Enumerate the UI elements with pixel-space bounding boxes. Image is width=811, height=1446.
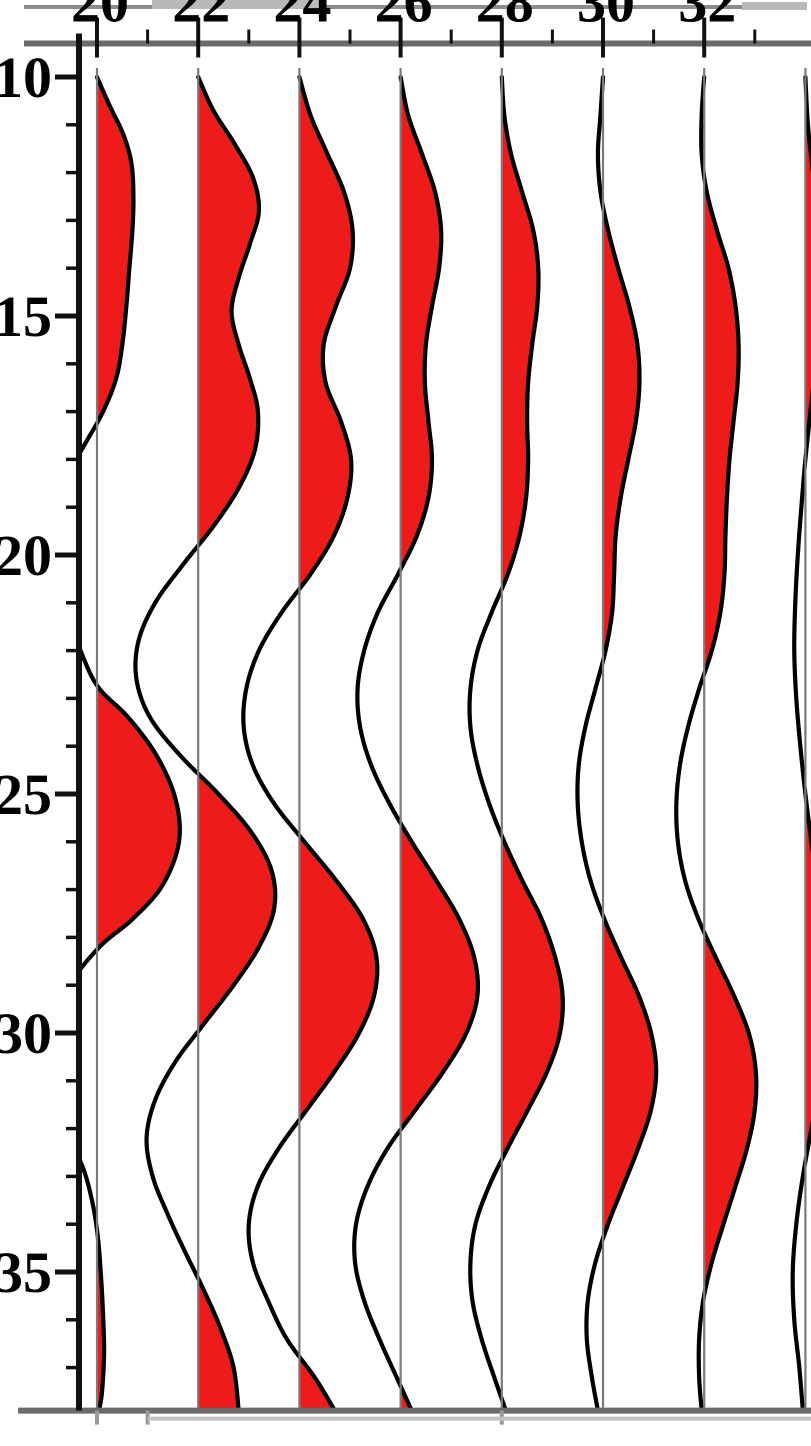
- trace-fill-trace-28-lobe-1: [501, 837, 563, 1160]
- trace-fill-trace-32-lobe-1: [704, 933, 757, 1295]
- trace-fill-trace-20-lobe-1: [97, 686, 180, 951]
- trace-fill-trace-20-lobe-0: [97, 78, 134, 423]
- y-tick-label-25: 25: [0, 762, 52, 827]
- trace-fill-trace-24-lobe-1: [299, 836, 378, 1120]
- chrome-rule: [24, 5, 807, 9]
- trace-line-trace-24: [241, 74, 380, 1413]
- trace-fill-trace-32-lobe-0: [704, 179, 739, 674]
- x-tick-label-32: 32: [678, 0, 736, 35]
- chrome-block-0: [152, 0, 232, 9]
- trace-fill-trace-22-lobe-0: [198, 78, 259, 546]
- trace-baselines: [95, 68, 807, 1411]
- trace-line-trace-28: [467, 74, 565, 1413]
- trace-fill-trace-26-lobe-1: [400, 825, 478, 1130]
- trace-group: [79, 74, 811, 1413]
- y-tick-label-15: 15: [0, 284, 52, 349]
- trace-line-trace-34: [790, 74, 811, 1413]
- trace-fill-trace-22-lobe-2: [198, 1280, 239, 1411]
- trace-fill-trace-34-lobe-0: [805, 85, 811, 457]
- trace-fill-trace-30-lobe-0: [603, 208, 640, 660]
- trace-fill-trace-34-lobe-1: [805, 797, 811, 1161]
- chrome-block-2: [742, 2, 807, 10]
- trace-fill-trace-28-lobe-0: [501, 84, 539, 589]
- tick-label-group: 20 22 24 26 28 30 32 10 15 20 25 30 35: [0, 0, 736, 1305]
- y-tick-label-30: 30: [0, 1001, 52, 1066]
- window-chrome-strip: [24, 0, 807, 10]
- y-tick-label-10: 10: [0, 45, 52, 110]
- trace-line-trace-30: [575, 74, 659, 1413]
- x-tick-label-24: 24: [273, 0, 331, 35]
- trace-fill-trace-22-lobe-1: [198, 774, 276, 1032]
- x-tick-label-30: 30: [577, 0, 635, 35]
- trace-fill-trace-30-lobe-1: [603, 916, 657, 1239]
- x-tick-label-28: 28: [476, 0, 534, 35]
- trace-line-trace-22: [133, 74, 278, 1413]
- x-tick-label-22: 22: [172, 0, 230, 35]
- y-tick-label-20: 20: [0, 523, 52, 588]
- axes-group: [18, 17, 811, 1425]
- x-tick-label-26: 26: [375, 0, 433, 35]
- trace-fill-trace-24-lobe-0: [299, 78, 353, 590]
- trace-line-trace-26: [352, 74, 481, 1413]
- chrome-block-1: [232, 0, 322, 9]
- x-tick-label-20: 20: [71, 0, 129, 35]
- trace-line-trace-32: [674, 74, 759, 1413]
- y-tick-label-35: 35: [0, 1240, 52, 1305]
- trace-line-trace-20: [79, 74, 182, 1413]
